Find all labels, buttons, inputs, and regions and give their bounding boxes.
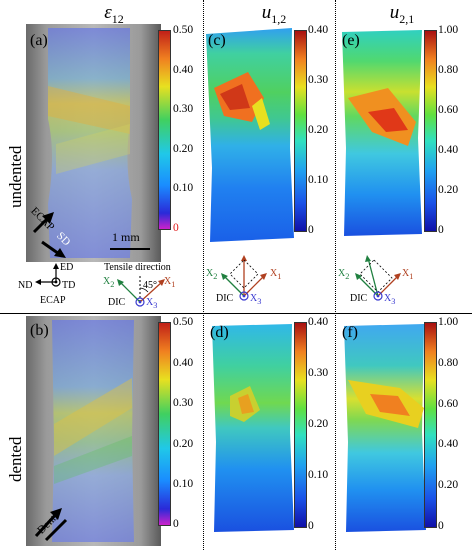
specimen-image-a [26,24,161,262]
displacement-map-c [206,28,294,242]
tick-strain-b-050: 0.50 [173,316,194,328]
panel-label-b: (b) [30,322,49,339]
tick-u12-b-040: 0.40 [308,316,329,328]
colorbar-u21-bottom [424,322,437,528]
tick-strain-b-010: 0.10 [173,478,194,490]
tick-strain-040: 0.40 [173,64,194,76]
tick-strain-b-040: 0.40 [173,357,194,369]
label-td: TD [62,280,76,291]
label-tensile-direction: Tensile direction [104,262,171,273]
label-nd: ND [18,280,33,291]
tick-u12-b-030: 0.30 [308,367,329,379]
label-x3-a: X3 [146,297,158,310]
label-x2-a: X2 [103,276,115,289]
tick-strain-030: 0.30 [173,103,194,115]
dic-axes-diagram-e [355,255,401,301]
tick-u21-080: 0.80 [438,64,459,76]
tick-u12-020: 0.20 [308,124,329,136]
tick-strain-b-0: 0 [173,518,179,530]
tick-strain-b-030: 0.30 [173,397,194,409]
tick-u21-b-020: 0.20 [438,479,459,491]
divider-vertical-1 [203,0,204,550]
label-x2-e: X2 [338,268,350,281]
tick-u21-020: 0.20 [438,184,459,196]
label-x1-e: X1 [402,268,414,281]
tick-strain-0: 0 [173,222,179,234]
colorbar-u21-top [424,30,437,232]
displacement-map-f [344,324,426,532]
label-x1-c: X1 [270,268,282,281]
colorbar-strain-top [158,30,171,230]
displacement-map-e [342,30,422,236]
column-header-strain: ε12 [104,2,124,26]
tick-u21-b-080: 0.80 [438,357,459,369]
tick-strain-020: 0.20 [173,143,194,155]
colorbar-u12-bottom [294,322,307,528]
tick-u21-100: 1.00 [438,24,459,36]
label-x1-a: X1 [164,276,176,289]
tick-u12-040: 0.40 [308,24,329,36]
divider-horizontal [0,313,472,314]
tick-strain-b-020: 0.20 [173,438,194,450]
ecap-sd-arrows [32,212,66,258]
row-label-dented: dented [6,436,25,482]
scale-bar [110,248,150,250]
panel-label-a: (a) [30,32,48,49]
dents-arrows [34,508,68,542]
colorbar-strain-bottom [158,322,171,526]
label-dic-c: DIC [216,293,234,304]
tick-u21-060: 0.60 [438,104,459,116]
tick-u21-b-040: 0.40 [438,438,459,450]
tick-u21-040: 0.40 [438,144,459,156]
panel-label-e: (e) [342,32,360,49]
tick-u21-b-060: 0.60 [438,398,459,410]
tick-u12-030: 0.30 [308,74,329,86]
label-ed: ED [60,262,74,273]
label-x2-c: X2 [206,268,218,281]
specimen-image-b [26,316,161,546]
column-header-u12: u1,2 [261,2,287,26]
scale-bar-label: 1 mm [112,230,140,244]
label-ecap-axes: ECAP [40,295,66,306]
label-dic-a: DIC [108,297,126,308]
dic-axes-diagram-a [117,276,165,307]
tick-u12-b-010: 0.10 [308,469,329,481]
tick-strain-010: 0.10 [173,182,194,194]
row-label-undented: undented [6,145,25,208]
label-x3-c: X3 [250,293,262,306]
panel-label-f: (f) [342,324,358,341]
tick-u21-b-0: 0 [438,520,444,532]
tick-strain-050: 0.50 [173,24,194,36]
label-angle: 45° [143,280,157,291]
tick-u21-b-100: 1.00 [438,316,459,328]
label-dic-e: DIC [350,293,368,304]
panel-label-c: (c) [208,32,226,49]
tick-u12-010: 0.10 [308,174,329,186]
tick-u12-b-0: 0 [308,520,314,532]
tick-u12-b-020: 0.20 [308,418,329,430]
divider-vertical-2 [335,0,336,550]
displacement-map-d [212,324,294,532]
tick-u12-0: 0 [308,224,314,236]
colorbar-u12-top [294,30,307,232]
tick-u21-0: 0 [438,224,444,236]
ecap-axes-diagram [35,263,61,287]
panel-label-d: (d) [210,324,229,341]
column-header-u21: u2,1 [389,2,415,26]
dic-axes-diagram-c [221,255,267,301]
label-x3-e: X3 [384,293,396,306]
